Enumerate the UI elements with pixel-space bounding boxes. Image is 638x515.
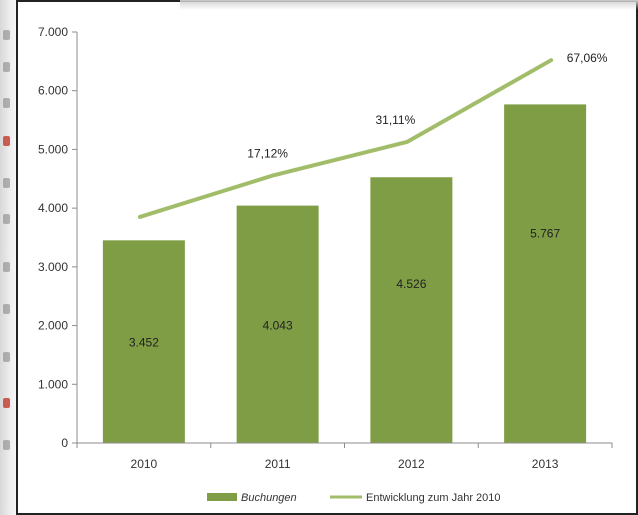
x-tick-label: 2012 bbox=[398, 457, 425, 471]
y-axis: 0 1.000 2.000 3.000 4.000 5.000 6.000 7.000 bbox=[38, 25, 78, 450]
chart-panel: 0 1.000 2.000 3.000 4.000 5.000 6.000 7.000 3.4… bbox=[16, 0, 638, 515]
background-text-fragment bbox=[3, 440, 10, 450]
y-tick-label: 0 bbox=[61, 436, 68, 450]
background-text-fragment bbox=[3, 262, 10, 272]
bar-value-label: 3.452 bbox=[129, 336, 159, 350]
background-text-fragment bbox=[3, 352, 10, 362]
bar bbox=[236, 205, 319, 443]
page-shadow bbox=[180, 0, 638, 10]
line-series bbox=[137, 58, 554, 219]
y-tick-label: 4.000 bbox=[38, 201, 68, 215]
legend-label-buchungen: Buchungen bbox=[241, 492, 297, 504]
background-text-fragment bbox=[3, 62, 10, 72]
bar-series bbox=[102, 104, 587, 443]
background-text-fragment bbox=[3, 398, 10, 408]
line-value-label: 17,12% bbox=[247, 146, 288, 160]
x-tick-label: 2011 bbox=[265, 457, 291, 471]
legend: Buchungen Entwicklung zum Jahr 2010 bbox=[207, 492, 501, 504]
x-tick-label: 2013 bbox=[532, 457, 559, 471]
bar bbox=[504, 104, 587, 443]
bar bbox=[102, 240, 185, 443]
y-tick-label: 2.000 bbox=[38, 319, 68, 333]
line-value-label: 31,11% bbox=[375, 113, 415, 127]
line-value-label: 67,06% bbox=[567, 51, 608, 65]
background-text-fragment bbox=[3, 30, 10, 40]
background-text-fragment bbox=[3, 214, 10, 224]
background-page-strip bbox=[0, 0, 16, 515]
y-tick-label: 7.000 bbox=[38, 25, 68, 39]
x-axis: 2010 2011 2012 2013 bbox=[76, 442, 613, 471]
bookings-chart: 0 1.000 2.000 3.000 4.000 5.000 6.000 7.000 3.4… bbox=[38, 25, 613, 504]
legend-label-entwicklung: Entwicklung zum Jahr 2010 bbox=[366, 492, 501, 504]
background-text-fragment bbox=[3, 136, 10, 146]
y-tick-label: 3.000 bbox=[38, 260, 68, 274]
y-tick-label: 5.000 bbox=[38, 142, 68, 156]
line-series-path bbox=[137, 58, 554, 219]
legend-swatch-buchungen bbox=[207, 493, 237, 501]
background-text-fragment bbox=[3, 178, 10, 188]
bar bbox=[370, 177, 453, 443]
x-tick-label: 2010 bbox=[131, 457, 158, 471]
bar-value-label: 4.043 bbox=[263, 318, 293, 332]
y-tick-label: 1.000 bbox=[38, 377, 68, 391]
background-text-fragment bbox=[3, 304, 10, 314]
bar-value-label: 4.526 bbox=[396, 277, 426, 291]
line-value-labels: 17,12% 31,11% 67,06% bbox=[247, 51, 608, 160]
y-tick-label: 6.000 bbox=[38, 84, 68, 98]
bar-value-labels: 3.452 4.043 4.526 5.767 bbox=[129, 227, 561, 350]
bar-value-label: 5.767 bbox=[530, 227, 560, 241]
background-text-fragment bbox=[3, 98, 10, 108]
